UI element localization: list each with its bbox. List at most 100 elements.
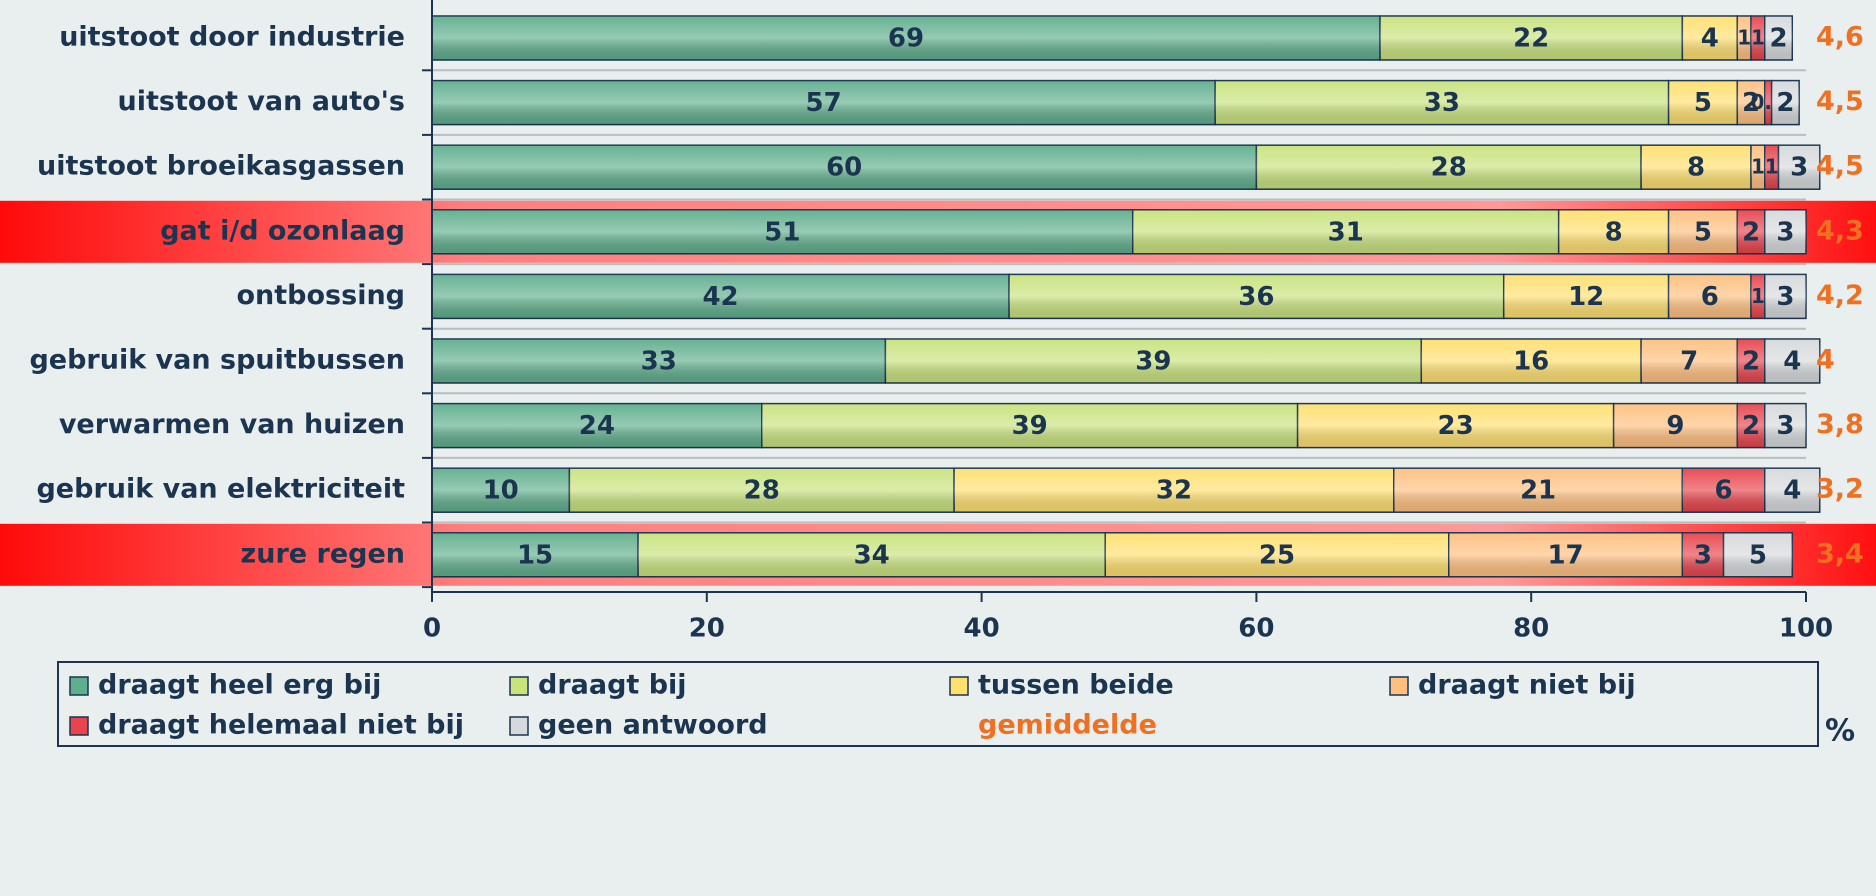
- segment-label: 3: [1776, 217, 1794, 247]
- segment-label: 1: [1737, 26, 1751, 50]
- bar-shine: [1256, 145, 1642, 190]
- segment-label: 31: [1328, 217, 1364, 247]
- segment-label: 28: [744, 476, 780, 506]
- mean-label: 4,2: [1816, 280, 1864, 311]
- bar-shine: [1751, 16, 1765, 60]
- bar-shine: [1737, 80, 1765, 125]
- bar-shine: [432, 80, 1216, 125]
- segment-label: 4: [1783, 347, 1801, 377]
- segment-label: 6: [1701, 282, 1719, 312]
- segment-label: 3: [1776, 411, 1794, 441]
- segment-label: 3: [1790, 153, 1808, 183]
- x-tick-label: 40: [964, 614, 1000, 644]
- bar-shine: [1009, 274, 1504, 319]
- bar-shine: [1764, 209, 1806, 254]
- segment-label: 3: [1776, 282, 1794, 312]
- segment-label: 5: [1694, 217, 1712, 247]
- segment-label: 2: [1742, 88, 1760, 118]
- bar-shine: [1558, 209, 1669, 254]
- bar-shine: [1737, 16, 1752, 60]
- category-label: uitstoot van auto's: [118, 86, 405, 117]
- bar-shine: [432, 468, 570, 513]
- legend-swatch: [1389, 676, 1409, 696]
- category-label: uitstoot broeikasgassen: [37, 151, 405, 182]
- legend-swatch: [509, 676, 529, 696]
- bar-shine: [1668, 209, 1738, 254]
- bar-shine: [1751, 274, 1765, 319]
- segment-label: 2: [1742, 217, 1760, 247]
- bar-shine: [1105, 532, 1449, 577]
- legend-swatch: [949, 676, 969, 696]
- bar-shine: [1737, 209, 1765, 254]
- segment-label: 1: [1751, 155, 1765, 179]
- mean-label: 4,3: [1816, 215, 1864, 246]
- bar-shine: [1737, 403, 1765, 448]
- legend-swatch: [69, 676, 89, 696]
- segment-label: 23: [1438, 411, 1474, 441]
- segment-label: 1: [1751, 284, 1765, 308]
- bar-shine: [432, 339, 886, 383]
- bar-shine: [1778, 145, 1820, 190]
- segment-label: 25: [1259, 540, 1295, 570]
- segment-label: 22: [1513, 24, 1549, 54]
- legend-label: tussen beide: [978, 670, 1174, 701]
- segment-label: 32: [1156, 476, 1192, 506]
- segment-label: 4: [1701, 24, 1719, 54]
- mean-label: 4,5: [1816, 86, 1864, 117]
- category-label: uitstoot door industrie: [59, 22, 405, 53]
- segment-label: 39: [1135, 347, 1171, 377]
- legend-swatch: [69, 716, 89, 736]
- segment-label: 17: [1547, 540, 1583, 570]
- bar-shine: [1764, 339, 1820, 383]
- bar-shine: [1421, 339, 1642, 383]
- mean-label: 3,2: [1816, 474, 1864, 505]
- segment-label: 8: [1687, 153, 1705, 183]
- bar-shine: [432, 16, 1381, 60]
- bar-shine: [1751, 145, 1765, 190]
- segment-label: 9: [1666, 411, 1684, 441]
- x-tick-label: 60: [1238, 614, 1274, 644]
- legend-label: gemiddelde: [978, 710, 1157, 741]
- legend-label: geen antwoord: [538, 710, 768, 741]
- segment-label: 33: [641, 347, 677, 377]
- bar-shine: [1668, 274, 1752, 319]
- segment-label: 28: [1431, 153, 1467, 183]
- bar-shine: [1641, 339, 1738, 383]
- bar-shine: [1668, 80, 1738, 125]
- segment-label: 69: [888, 24, 924, 54]
- segment-label: 2: [1776, 88, 1794, 118]
- mean-label: 4,6: [1816, 22, 1864, 53]
- segment-label: 12: [1568, 282, 1604, 312]
- segment-label: 6: [1715, 476, 1733, 506]
- segment-label: 60: [826, 153, 862, 183]
- bar-shine: [432, 274, 1010, 319]
- x-tick-label: 80: [1513, 614, 1549, 644]
- segment-label: 8: [1605, 217, 1623, 247]
- segment-label: 1: [1765, 155, 1779, 179]
- segment-label: 21: [1520, 476, 1556, 506]
- bar-shine: [1297, 403, 1614, 448]
- segment-label: 57: [805, 88, 841, 118]
- bar-shine: [1393, 468, 1683, 513]
- segment-label: 4: [1783, 476, 1801, 506]
- bar-shine: [432, 209, 1133, 254]
- segment-label: 2: [1742, 347, 1760, 377]
- segment-label: 15: [517, 540, 553, 570]
- segment-label: 1: [1751, 26, 1765, 50]
- category-label: zure regen: [241, 538, 405, 569]
- mean-label: 3,8: [1816, 409, 1864, 440]
- bar-shine: [761, 403, 1298, 448]
- bar-shine: [1764, 468, 1820, 513]
- bar-shine: [1613, 403, 1738, 448]
- mean-label: 4,5: [1816, 151, 1864, 182]
- x-tick-label: 20: [689, 614, 725, 644]
- x-tick-label: 100: [1779, 614, 1833, 644]
- segment-label: 33: [1424, 88, 1460, 118]
- legend-label: draagt heel erg bij: [98, 670, 381, 701]
- bar-shine: [1764, 16, 1793, 60]
- segment-label: 3: [1694, 540, 1712, 570]
- category-label: gebruik van spuitbussen: [29, 345, 405, 376]
- bar-shine: [1764, 80, 1772, 125]
- segment-label: 2: [1742, 411, 1760, 441]
